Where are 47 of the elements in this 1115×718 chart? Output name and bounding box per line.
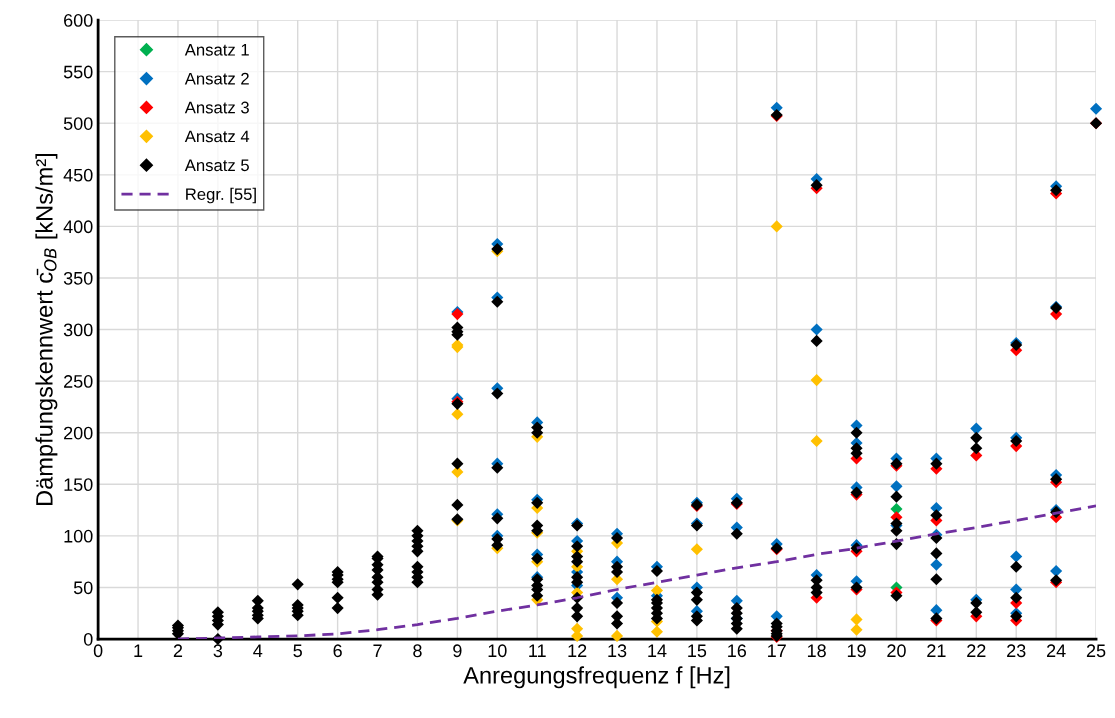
y-tick-label: 300	[63, 323, 93, 337]
x-tick-label: 21	[927, 644, 946, 657]
x-tick-label: 10	[488, 644, 507, 658]
x-tick-label: 20	[887, 644, 906, 658]
x-tick-label: 24	[1047, 644, 1066, 657]
x-tick-label: 4	[253, 644, 263, 657]
y-tick-label: 450	[63, 168, 93, 182]
y-tick-label: 600	[64, 14, 93, 27]
x-tick-label: 14	[648, 644, 667, 657]
x-tick-label: 11	[529, 644, 546, 657]
x-tick-label: 0	[93, 644, 103, 658]
x-axis-title: Anregungsfrequenz f [Hz]	[463, 666, 730, 689]
y-tick-label: 250	[64, 375, 93, 388]
x-tick-label: 17	[768, 644, 786, 657]
x-tick-label: 19	[847, 644, 866, 658]
y-tick-label: 550	[63, 65, 93, 79]
y-tick-label: 100	[64, 529, 93, 543]
x-tick-label: 7	[373, 644, 382, 657]
y-tick-label: 500	[63, 117, 93, 130]
x-tick-label: 8	[413, 644, 422, 658]
legend-label: Ansatz 1	[184, 44, 249, 56]
x-tick-label: 2	[173, 644, 183, 657]
x-tick-label: 13	[608, 644, 627, 658]
x-tick-label: 1	[134, 644, 143, 657]
x-tick-label: 23	[1007, 644, 1026, 658]
x-tick-label: 16	[728, 644, 747, 658]
legend-label: Ansatz 5	[184, 159, 249, 172]
legend-label: Ansatz 2	[184, 72, 249, 85]
x-tick-label: 25	[1086, 644, 1106, 658]
y-tick-label: 0	[83, 632, 93, 646]
x-tick-label: 18	[807, 644, 826, 658]
x-tick-label: 12	[568, 644, 587, 657]
legend-label: Ansatz 3	[184, 101, 249, 114]
x-tick-label: 5	[293, 644, 302, 658]
legend-label: Regr. [55]	[186, 187, 256, 204]
x-tick-label: 9	[453, 644, 462, 658]
x-tick-label: 6	[333, 644, 342, 658]
y-tick-label: 150	[64, 478, 93, 492]
y-tick-label: 400	[63, 220, 93, 234]
y-axis-title: Dämpfungskennwert c̄$_{OB}$ [kNs/m²]	[35, 154, 58, 505]
x-tick-label: 15	[688, 644, 707, 658]
y-tick-label: 50	[73, 581, 93, 595]
legend-label: Ansatz 4	[184, 130, 250, 143]
y-tick-label: 200	[64, 426, 93, 440]
x-tick-label: 3	[213, 644, 223, 658]
x-tick-label: 22	[967, 644, 986, 657]
y-tick-label: 350	[63, 271, 93, 285]
